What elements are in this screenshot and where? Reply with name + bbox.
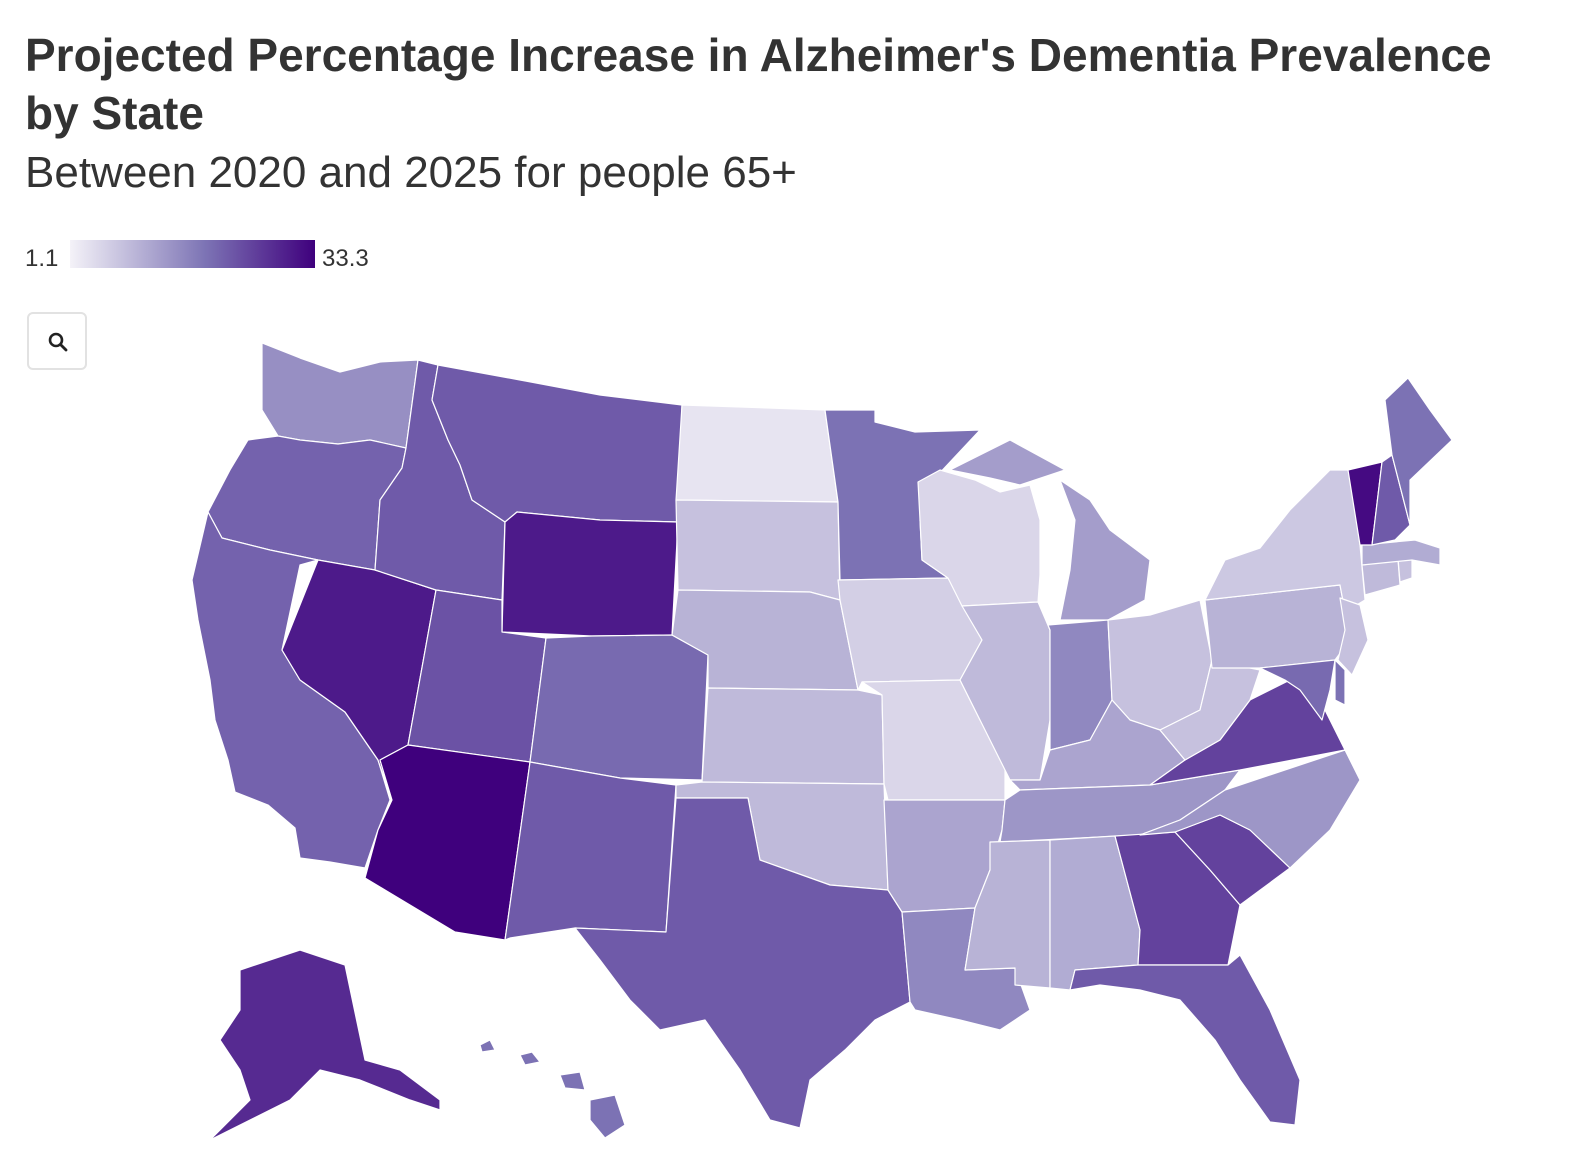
state-wy[interactable] — [501, 511, 679, 637]
state-nh[interactable] — [1371, 454, 1411, 546]
state-ct[interactable] — [1361, 559, 1401, 596]
state-me[interactable] — [1384, 377, 1453, 526]
legend-max-label: 33.3 — [322, 245, 369, 272]
state-ak[interactable] — [209, 949, 441, 1141]
state-mi[interactable] — [949, 439, 1151, 621]
state-nd[interactable] — [675, 404, 839, 503]
state-co[interactable] — [529, 634, 709, 781]
state-de[interactable] — [1334, 659, 1346, 706]
state-fl[interactable] — [1069, 954, 1301, 1126]
zoom-search-button[interactable] — [27, 312, 87, 370]
state-ma[interactable] — [1361, 539, 1441, 566]
state-nj[interactable] — [1337, 597, 1369, 676]
state-ks[interactable] — [701, 687, 885, 785]
page-subtitle: Between 2020 and 2025 for people 65+ — [25, 148, 797, 197]
legend-gradient-bar — [70, 240, 315, 268]
state-oh[interactable] — [1107, 599, 1213, 731]
state-nc[interactable] — [1139, 749, 1361, 869]
state-wv[interactable] — [1159, 659, 1261, 761]
state-hi[interactable] — [479, 1039, 626, 1139]
page-title: Projected Percentage Increase in Alzheim… — [25, 29, 1492, 139]
state-ny[interactable] — [1204, 469, 1366, 613]
state-ca[interactable] — [191, 511, 391, 869]
state-az[interactable] — [364, 744, 531, 941]
state-sd[interactable] — [675, 499, 841, 601]
state-nm[interactable] — [504, 761, 677, 941]
search-icon — [48, 332, 68, 352]
state-tx[interactable] — [574, 797, 911, 1129]
state-wi[interactable] — [917, 469, 1041, 607]
legend-min-label: 1.1 — [25, 245, 59, 272]
state-wa[interactable] — [261, 342, 419, 449]
